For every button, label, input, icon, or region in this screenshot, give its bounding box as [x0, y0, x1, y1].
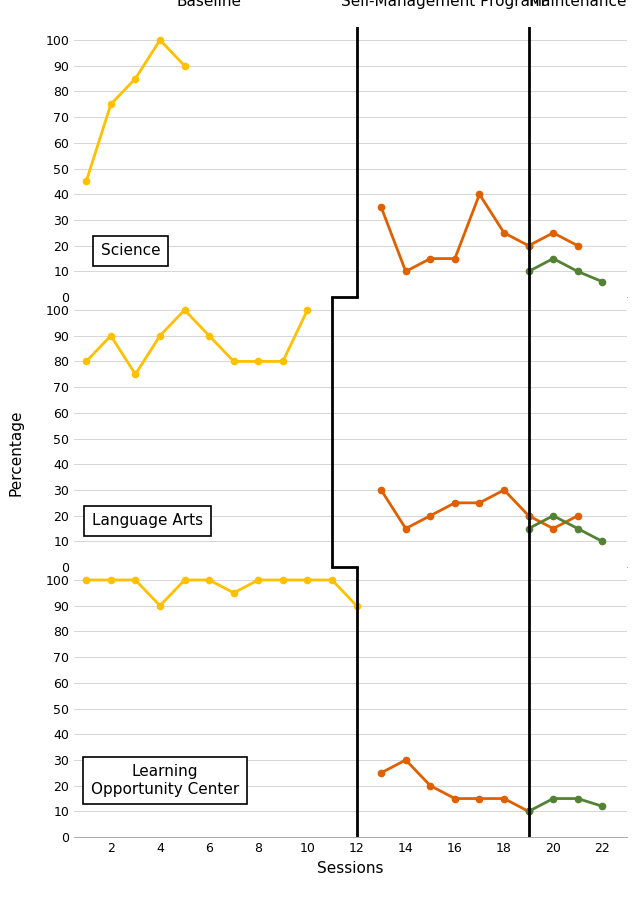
Text: Science: Science: [101, 243, 160, 258]
Text: Self-Management Program: Self-Management Program: [341, 0, 545, 9]
X-axis label: Sessions: Sessions: [317, 861, 384, 875]
Text: Language Arts: Language Arts: [92, 513, 203, 529]
Text: Percentage: Percentage: [8, 409, 24, 496]
Text: Maintenance: Maintenance: [529, 0, 627, 9]
Text: Baseline: Baseline: [177, 0, 242, 9]
Text: Learning
Opportunity Center: Learning Opportunity Center: [91, 765, 239, 796]
